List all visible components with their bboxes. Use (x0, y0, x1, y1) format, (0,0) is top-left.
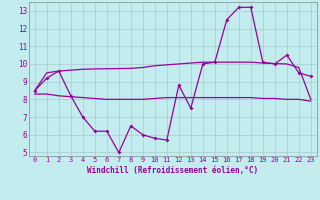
X-axis label: Windchill (Refroidissement éolien,°C): Windchill (Refroidissement éolien,°C) (87, 166, 258, 175)
